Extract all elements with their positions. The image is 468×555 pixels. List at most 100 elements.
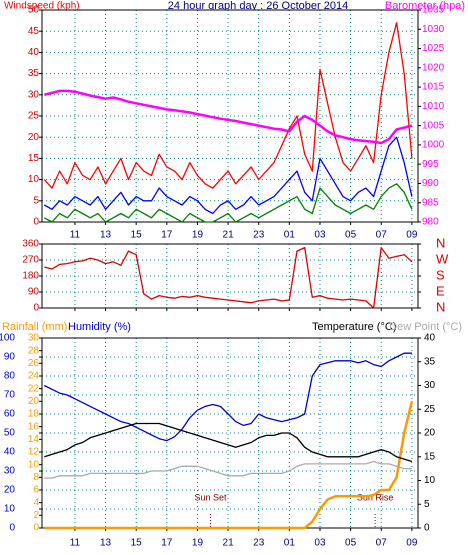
legend-entry: Rainfall (mm): [2, 321, 67, 333]
y3-tick-label: 14: [28, 434, 40, 445]
y2-tick-label: N: [436, 299, 445, 314]
y-tick-label: 80: [4, 371, 16, 382]
y-tick-label: 100: [0, 333, 15, 344]
plot-border: [41, 243, 419, 309]
y2-tick-label: 5: [424, 499, 430, 510]
y2-tick-label: 1030: [422, 24, 445, 35]
y2-tick-label: W: [436, 251, 449, 266]
x-tick-label: 15: [131, 538, 143, 549]
y-tick-label: 20: [28, 132, 40, 143]
y-tick-label: 15: [28, 153, 40, 164]
plot-border: [41, 9, 419, 223]
y-tick-label: 30: [4, 466, 16, 477]
y-tick-label: 5: [33, 195, 39, 206]
y2-tick-label: 980: [422, 217, 439, 228]
y-tick-label: 40: [28, 47, 40, 58]
series-line: [44, 352, 412, 442]
y3-tick-label: 28: [28, 345, 40, 356]
y2-tick-label: 35: [424, 356, 436, 367]
annotation-label: Sun Set: [194, 492, 227, 502]
y3-tick-label: 6: [33, 485, 39, 496]
y-tick-label: 50: [4, 428, 16, 439]
y2-tick-label: 1035: [422, 5, 445, 16]
x-tick-label: 09: [406, 230, 418, 241]
y-tick-label: 10: [4, 504, 16, 515]
y-tick-label: 60: [4, 409, 16, 420]
x-tick-label: 07: [376, 230, 388, 241]
x-tick-label: 23: [253, 538, 265, 549]
y2-tick-label: 1005: [422, 120, 445, 131]
series-line: [44, 89, 413, 145]
series-line: [44, 401, 414, 530]
y-tick-label: 50: [28, 5, 40, 16]
x-tick-label: 01: [284, 230, 296, 241]
x-tick-label: 09: [406, 538, 418, 549]
y-tick-label: 30: [28, 89, 40, 100]
x-tick-label: 05: [345, 230, 357, 241]
x-tick-label: 19: [192, 230, 204, 241]
x-tick-label: 15: [131, 230, 143, 241]
y2-tick-label: 0: [424, 523, 430, 534]
y-tick-label: 0: [33, 217, 39, 228]
x-tick-label: 17: [161, 230, 173, 241]
x-tick-label: 13: [100, 538, 112, 549]
y2-tick-label: 1025: [422, 43, 445, 54]
y3-tick-label: 0: [33, 523, 39, 534]
y-tick-label: 180: [22, 271, 39, 282]
y2-tick-label: 1020: [422, 62, 445, 73]
y3-tick-label: 22: [28, 383, 40, 394]
y3-tick-label: 2: [33, 510, 39, 521]
y-tick-label: 10: [28, 174, 40, 185]
y2-tick-label: 1015: [422, 82, 445, 93]
y2-tick-label: S: [436, 267, 445, 282]
y-tick-label: 45: [28, 26, 40, 37]
y-tick-label: 35: [28, 68, 40, 79]
y-tick-label: 70: [4, 390, 16, 401]
y3-tick-label: 30: [28, 333, 40, 344]
series-line: [44, 246, 413, 309]
y3-tick-label: 12: [28, 447, 40, 458]
x-tick-label: 17: [161, 538, 173, 549]
x-tick-label: 21: [223, 538, 235, 549]
y3-tick-label: 26: [28, 358, 40, 369]
y2-tick-label: 985: [422, 197, 439, 208]
barometer-axis-label: Barometer (hpa): [385, 0, 465, 12]
y2-tick-label: 995: [422, 159, 439, 170]
y2-tick-label: 1000: [422, 140, 445, 151]
y2-tick-label: 30: [424, 380, 436, 391]
series-line: [43, 183, 413, 223]
series-line: [43, 22, 413, 189]
y2-tick-label: N: [436, 235, 445, 250]
series-line: [44, 460, 412, 479]
y2-tick-label: 1010: [422, 101, 445, 112]
legend-entry: Temperature (°C): [312, 321, 396, 333]
y3-tick-label: 10: [28, 459, 40, 470]
y3-tick-label: 4: [33, 497, 39, 508]
y-tick-label: 270: [22, 255, 39, 266]
y2-tick-label: 990: [422, 178, 439, 189]
y-tick-label: 90: [4, 352, 16, 363]
series-line: [43, 136, 413, 215]
y2-tick-label: 20: [424, 428, 436, 439]
y3-tick-label: 8: [33, 472, 39, 483]
y-tick-label: 0: [33, 303, 39, 314]
x-tick-label: 11: [70, 230, 81, 241]
x-tick-label: 13: [100, 230, 112, 241]
y-tick-label: 25: [28, 111, 40, 122]
y2-tick-label: 10: [424, 475, 436, 486]
legend-entry: Dew Point (°C): [389, 321, 462, 333]
x-tick-label: 05: [345, 538, 357, 549]
x-tick-label: 21: [223, 230, 235, 241]
x-tick-label: 07: [376, 538, 388, 549]
y3-tick-label: 18: [28, 409, 40, 420]
y-tick-label: 90: [28, 287, 40, 298]
x-tick-label: 01: [284, 538, 296, 549]
y3-tick-label: 20: [28, 396, 40, 407]
legend-entry: Humidity (%): [68, 321, 131, 333]
y-tick-label: 40: [4, 447, 16, 458]
x-tick-label: 11: [70, 538, 81, 549]
chart-title: 24 hour graph day : 26 October 2014: [168, 0, 348, 12]
x-tick-label: 03: [314, 538, 326, 549]
y2-tick-label: 15: [424, 451, 436, 462]
